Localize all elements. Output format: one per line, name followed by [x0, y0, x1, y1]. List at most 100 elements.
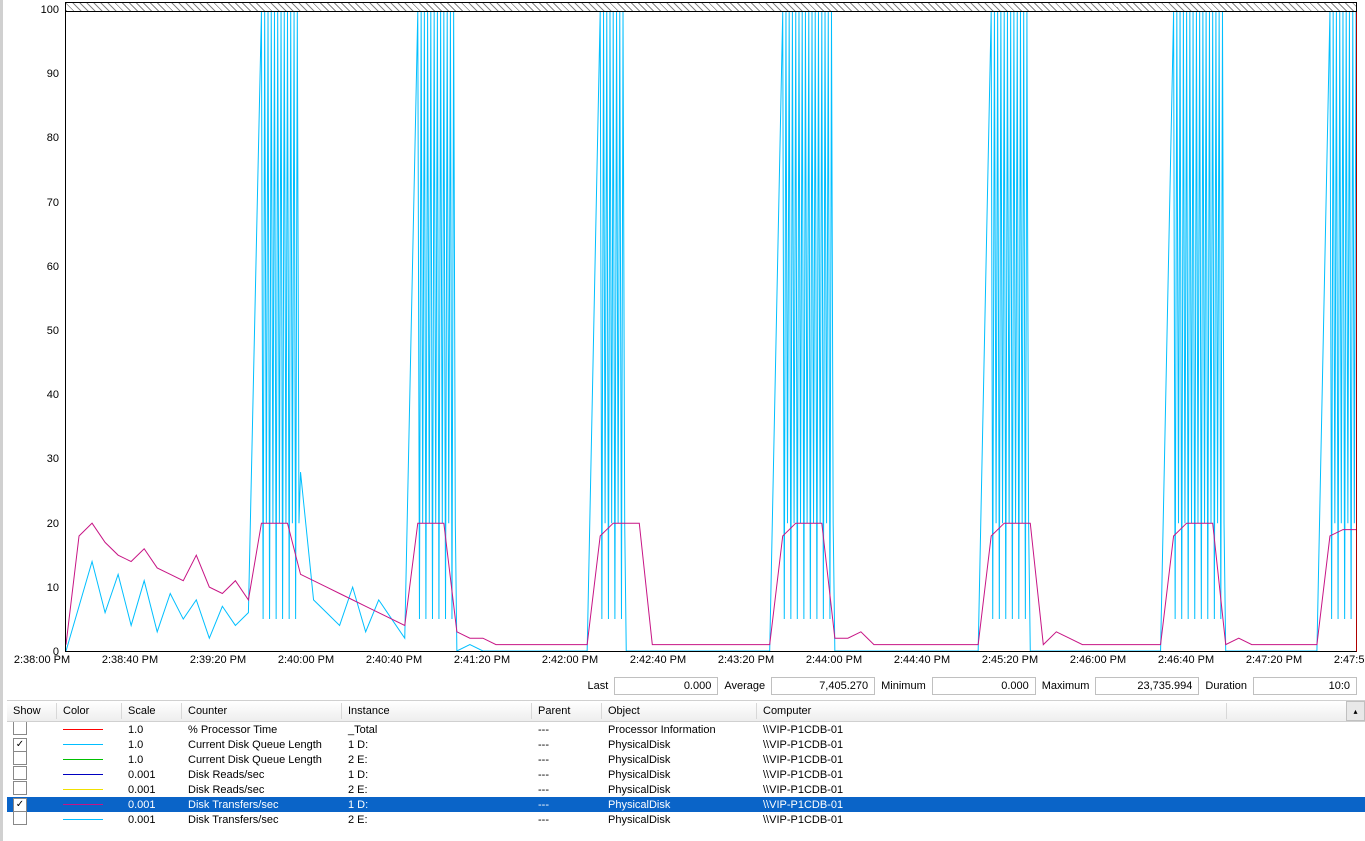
plot[interactable] [65, 12, 1357, 652]
header-computer[interactable]: Computer [757, 703, 1227, 719]
show-cell[interactable] [7, 722, 57, 738]
x-tick: 2:42:40 PM [630, 654, 686, 666]
parent-cell: --- [532, 724, 602, 736]
color-cell [57, 774, 122, 776]
show-cell[interactable] [7, 811, 57, 828]
object-cell: PhysicalDisk [602, 739, 757, 751]
object-cell: PhysicalDisk [602, 754, 757, 766]
scale-cell: 1.0 [122, 739, 182, 751]
grid-body[interactable]: 1.0% Processor Time_Total---Processor In… [7, 722, 1365, 841]
color-swatch [63, 759, 103, 761]
show-cell[interactable]: ✓ [7, 738, 57, 752]
show-checkbox[interactable] [13, 751, 27, 765]
x-tick: 2:39:20 PM [190, 654, 246, 666]
scale-cell: 1.0 [122, 724, 182, 736]
x-tick: 2:40:00 PM [278, 654, 334, 666]
y-tick: 20 [47, 518, 59, 530]
parent-cell: --- [532, 739, 602, 751]
last-value: 0.000 [614, 677, 718, 695]
x-tick: 2:43:20 PM [718, 654, 774, 666]
x-tick: 2:46:40 PM [1158, 654, 1214, 666]
chart-hatch-bar [65, 2, 1357, 12]
object-cell: PhysicalDisk [602, 814, 757, 826]
x-tick: 2:41:20 PM [454, 654, 510, 666]
y-tick: 100 [41, 4, 59, 16]
table-row[interactable]: 1.0% Processor Time_Total---Processor In… [7, 722, 1365, 737]
computer-cell: \\VIP-P1CDB-01 [757, 754, 1227, 766]
instance-cell: 2 E: [342, 754, 532, 766]
table-row[interactable]: ✓0.001Disk Transfers/sec1 D:---PhysicalD… [7, 797, 1365, 812]
object-cell: PhysicalDisk [602, 784, 757, 796]
color-swatch [63, 789, 103, 791]
show-cell[interactable] [7, 781, 57, 798]
header-color[interactable]: Color [57, 703, 122, 719]
x-tick: 2:44:40 PM [894, 654, 950, 666]
counter-cell: Disk Transfers/sec [182, 814, 342, 826]
counter-cell: Current Disk Queue Length [182, 739, 342, 751]
x-tick: 2:38:00 PM [14, 654, 70, 666]
header-object[interactable]: Object [602, 703, 757, 719]
table-row[interactable]: 0.001Disk Reads/sec1 D:---PhysicalDisk\\… [7, 767, 1365, 782]
x-tick: 2:40:40 PM [366, 654, 422, 666]
y-axis: 0102030405060708090100 [7, 10, 62, 652]
y-tick: 30 [47, 453, 59, 465]
x-tick: 2:38:40 PM [102, 654, 158, 666]
show-checkbox[interactable]: ✓ [13, 738, 27, 752]
scale-cell: 0.001 [122, 814, 182, 826]
computer-cell: \\VIP-P1CDB-01 [757, 739, 1227, 751]
color-cell [57, 804, 122, 806]
chart-svg [66, 12, 1356, 651]
parent-cell: --- [532, 799, 602, 811]
duration-label: Duration [1205, 680, 1247, 692]
table-row[interactable]: 0.001Disk Transfers/sec2 E:---PhysicalDi… [7, 812, 1365, 827]
x-axis: 2:38:00 PM2:38:40 PM2:39:20 PM2:40:00 PM… [42, 654, 1362, 670]
header-counter[interactable]: Counter [182, 703, 342, 719]
y-tick: 60 [47, 261, 59, 273]
instance-cell: 1 D: [342, 739, 532, 751]
color-cell [57, 744, 122, 746]
minimum-value: 0.000 [932, 677, 1036, 695]
computer-cell: \\VIP-P1CDB-01 [757, 799, 1227, 811]
header-scale[interactable]: Scale [122, 703, 182, 719]
header-instance[interactable]: Instance [342, 703, 532, 719]
counter-cell: Disk Reads/sec [182, 769, 342, 781]
x-tick: 2:44:00 PM [806, 654, 862, 666]
y-tick: 40 [47, 389, 59, 401]
x-tick: 2:47:59 PM [1334, 654, 1365, 666]
table-row[interactable]: 0.001Disk Reads/sec2 E:---PhysicalDisk\\… [7, 782, 1365, 797]
show-checkbox[interactable] [13, 722, 27, 735]
computer-cell: \\VIP-P1CDB-01 [757, 769, 1227, 781]
table-row[interactable]: 1.0Current Disk Queue Length2 E:---Physi… [7, 752, 1365, 767]
show-cell[interactable]: ✓ [7, 798, 57, 812]
x-tick: 2:47:20 PM [1246, 654, 1302, 666]
y-tick: 90 [47, 68, 59, 80]
color-cell [57, 759, 122, 761]
maximum-label: Maximum [1042, 680, 1090, 692]
color-cell [57, 819, 122, 821]
show-checkbox[interactable] [13, 781, 27, 795]
color-swatch [63, 729, 103, 731]
show-checkbox[interactable] [13, 766, 27, 780]
color-swatch [63, 819, 103, 821]
x-tick: 2:46:00 PM [1070, 654, 1126, 666]
parent-cell: --- [532, 784, 602, 796]
show-checkbox[interactable]: ✓ [13, 798, 27, 812]
show-checkbox[interactable] [13, 811, 27, 825]
instance-cell: 2 E: [342, 784, 532, 796]
maximum-value: 23,735.994 [1095, 677, 1199, 695]
header-parent[interactable]: Parent [532, 703, 602, 719]
table-row[interactable]: ✓ 1.0Current Disk Queue Length1 D:---Phys… [7, 737, 1365, 752]
scale-cell: 0.001 [122, 799, 182, 811]
chart-area: 0102030405060708090100 2:38:00 PM2:38:40… [7, 0, 1365, 670]
x-tick: 2:45:20 PM [982, 654, 1038, 666]
scroll-up-icon[interactable]: ▴ [1346, 701, 1365, 721]
y-tick: 70 [47, 197, 59, 209]
counter-grid: Show Color Scale Counter Instance Parent… [7, 700, 1365, 841]
y-tick: 50 [47, 325, 59, 337]
grid-header: Show Color Scale Counter Instance Parent… [7, 701, 1365, 722]
y-tick: 10 [47, 582, 59, 594]
counter-cell: Current Disk Queue Length [182, 754, 342, 766]
average-label: Average [724, 680, 765, 692]
scale-cell: 1.0 [122, 754, 182, 766]
header-show[interactable]: Show [7, 703, 57, 719]
